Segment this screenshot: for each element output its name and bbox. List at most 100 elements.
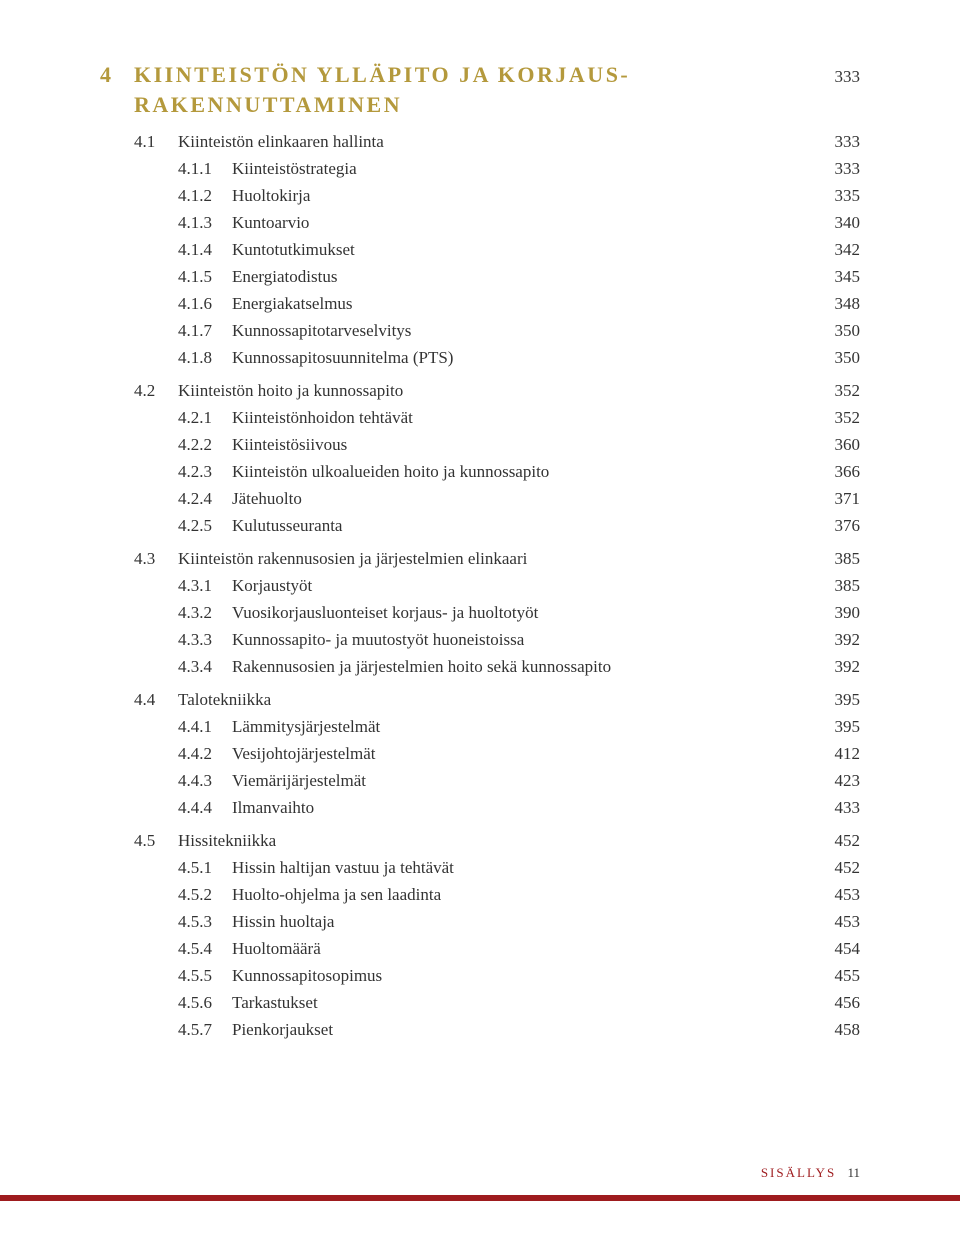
subsection-row: 4.3.3Kunnossapito- ja muutostyöt huoneis…: [100, 630, 860, 650]
subsection-page: 348: [800, 294, 860, 314]
subsection-number: 4.2.2: [100, 435, 232, 455]
section-title: Kiinteistön hoito ja kunnossapito: [178, 381, 800, 401]
subsection-page: 395: [800, 717, 860, 737]
section-page: 452: [800, 831, 860, 851]
subsection-title: Jätehuolto: [232, 489, 800, 509]
subsection-row: 4.1.8Kunnossapitosuunnitelma (PTS)350: [100, 348, 860, 368]
chapter-title-line2: RAKENNUTTAMINEN: [134, 92, 402, 117]
section-number: 4.3: [100, 549, 178, 569]
subsection-title: Viemärijärjestelmät: [232, 771, 800, 791]
subsection-row: 4.2.4Jätehuolto371: [100, 489, 860, 509]
section-page: 333: [800, 132, 860, 152]
subsection-page: 433: [800, 798, 860, 818]
subsection-title: Rakennusosien ja järjestelmien hoito sek…: [232, 657, 800, 677]
subsection-number: 4.5.2: [100, 885, 232, 905]
subsection-number: 4.5.4: [100, 939, 232, 959]
footer-page-number: 11: [847, 1165, 860, 1180]
subsection-row: 4.4.2Vesijohtojärjestelmät412: [100, 744, 860, 764]
subsection-title: Kunnossapitotarveselvitys: [232, 321, 800, 341]
subsection-title: Vesijohtojärjestelmät: [232, 744, 800, 764]
subsection-title: Huolto-ohjelma ja sen laadinta: [232, 885, 800, 905]
footer-section-name: SISÄLLYS: [761, 1165, 836, 1180]
section-row: 4.4Talotekniikka395: [100, 690, 860, 710]
section-row: 4.5Hissitekniikka452: [100, 831, 860, 851]
subsection-row: 4.2.5Kulutusseuranta376: [100, 516, 860, 536]
subsection-page: 335: [800, 186, 860, 206]
subsection-title: Pienkorjaukset: [232, 1020, 800, 1040]
subsection-title: Kuntoarvio: [232, 213, 800, 233]
subsection-row: 4.1.2Huoltokirja335: [100, 186, 860, 206]
subsection-row: 4.2.3Kiinteistön ulkoalueiden hoito ja k…: [100, 462, 860, 482]
subsection-row: 4.1.3Kuntoarvio340: [100, 213, 860, 233]
subsection-row: 4.2.1Kiinteistönhoidon tehtävät352: [100, 408, 860, 428]
subsection-number: 4.2.5: [100, 516, 232, 536]
subsection-page: 350: [800, 348, 860, 368]
subsection-number: 4.1.8: [100, 348, 232, 368]
section-page: 352: [800, 381, 860, 401]
subsection-page: 454: [800, 939, 860, 959]
subsection-row: 4.5.6Tarkastukset456: [100, 993, 860, 1013]
subsection-number: 4.3.3: [100, 630, 232, 650]
subsection-number: 4.5.5: [100, 966, 232, 986]
section-number: 4.2: [100, 381, 178, 401]
subsection-page: 385: [800, 576, 860, 596]
subsection-number: 4.5.6: [100, 993, 232, 1013]
section-number: 4.5: [100, 831, 178, 851]
subsection-number: 4.2.1: [100, 408, 232, 428]
subsection-title: Energiatodistus: [232, 267, 800, 287]
subsection-number: 4.4.1: [100, 717, 232, 737]
subsection-row: 4.4.4Ilmanvaihto433: [100, 798, 860, 818]
subsection-title: Kunnossapitosopimus: [232, 966, 800, 986]
subsection-row: 4.3.2Vuosikorjausluonteiset korjaus- ja …: [100, 603, 860, 623]
subsection-title: Energiakatselmus: [232, 294, 800, 314]
section-page: 395: [800, 690, 860, 710]
subsection-row: 4.1.6Energiakatselmus348: [100, 294, 860, 314]
subsection-number: 4.1.4: [100, 240, 232, 260]
subsection-page: 390: [800, 603, 860, 623]
subsection-row: 4.3.4Rakennusosien ja järjestelmien hoit…: [100, 657, 860, 677]
subsection-title: Lämmitysjärjestelmät: [232, 717, 800, 737]
subsection-title: Kuntotutkimukset: [232, 240, 800, 260]
footer-bar: [0, 1195, 960, 1201]
subsection-title: Kulutusseuranta: [232, 516, 800, 536]
table-of-contents: 4 KIINTEISTÖN YLLÄPITO JA KORJAUS- RAKEN…: [100, 60, 860, 1040]
subsection-title: Huoltokirja: [232, 186, 800, 206]
subsection-number: 4.1.7: [100, 321, 232, 341]
subsection-number: 4.5.1: [100, 858, 232, 878]
subsection-title: Kiinteistöstrategia: [232, 159, 800, 179]
sections-list: 4.1Kiinteistön elinkaaren hallinta3334.1…: [100, 132, 860, 1040]
subsection-page: 350: [800, 321, 860, 341]
subsection-page: 366: [800, 462, 860, 482]
subsection-page: 333: [800, 159, 860, 179]
section-number: 4.1: [100, 132, 178, 152]
subsection-number: 4.5.3: [100, 912, 232, 932]
subsection-number: 4.3.1: [100, 576, 232, 596]
subsection-row: 4.5.4Huoltomäärä454: [100, 939, 860, 959]
subsection-title: Tarkastukset: [232, 993, 800, 1013]
chapter-number: 4: [100, 62, 134, 88]
subsection-page: 412: [800, 744, 860, 764]
section-page: 385: [800, 549, 860, 569]
subsection-page: 345: [800, 267, 860, 287]
subsection-page: 376: [800, 516, 860, 536]
section-title: Hissitekniikka: [178, 831, 800, 851]
subsection-number: 4.1.1: [100, 159, 232, 179]
subsection-row: 4.1.5Energiatodistus345: [100, 267, 860, 287]
subsection-number: 4.5.7: [100, 1020, 232, 1040]
subsection-number: 4.2.4: [100, 489, 232, 509]
section-title: Kiinteistön rakennusosien ja järjestelmi…: [178, 549, 800, 569]
subsection-page: 453: [800, 885, 860, 905]
subsection-number: 4.1.5: [100, 267, 232, 287]
subsection-row: 4.1.4Kuntotutkimukset342: [100, 240, 860, 260]
chapter-title: KIINTEISTÖN YLLÄPITO JA KORJAUS- RAKENNU…: [134, 60, 800, 119]
subsection-title: Hissin huoltaja: [232, 912, 800, 932]
subsection-page: 458: [800, 1020, 860, 1040]
subsection-page: 392: [800, 657, 860, 677]
subsection-title: Kunnossapito- ja muutostyöt huoneistoiss…: [232, 630, 800, 650]
subsection-row: 4.5.2Huolto-ohjelma ja sen laadinta453: [100, 885, 860, 905]
subsection-title: Kiinteistönhoidon tehtävät: [232, 408, 800, 428]
subsection-number: 4.4.3: [100, 771, 232, 791]
subsection-page: 340: [800, 213, 860, 233]
subsection-number: 4.2.3: [100, 462, 232, 482]
subsection-row: 4.5.1Hissin haltijan vastuu ja tehtävät4…: [100, 858, 860, 878]
